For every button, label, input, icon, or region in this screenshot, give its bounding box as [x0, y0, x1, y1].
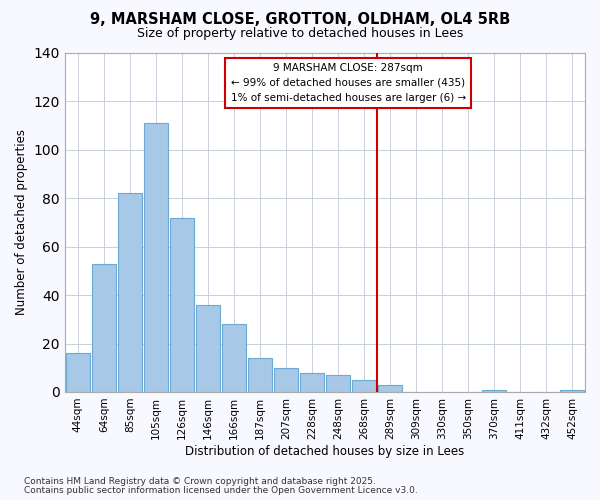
X-axis label: Distribution of detached houses by size in Lees: Distribution of detached houses by size …: [185, 444, 464, 458]
Bar: [248, 358, 272, 392]
Bar: [118, 194, 142, 392]
Text: 9, MARSHAM CLOSE, GROTTON, OLDHAM, OL4 5RB: 9, MARSHAM CLOSE, GROTTON, OLDHAM, OL4 5…: [90, 12, 510, 28]
Bar: [352, 380, 376, 392]
Bar: [326, 375, 350, 392]
Bar: [222, 324, 245, 392]
Bar: [92, 264, 116, 392]
Bar: [274, 368, 298, 392]
Bar: [66, 353, 89, 392]
Text: Contains public sector information licensed under the Open Government Licence v3: Contains public sector information licen…: [24, 486, 418, 495]
Bar: [170, 218, 194, 392]
Bar: [300, 372, 323, 392]
Text: Size of property relative to detached houses in Lees: Size of property relative to detached ho…: [137, 28, 463, 40]
Text: 9 MARSHAM CLOSE: 287sqm
← 99% of detached houses are smaller (435)
1% of semi-de: 9 MARSHAM CLOSE: 287sqm ← 99% of detache…: [230, 63, 466, 103]
Bar: [482, 390, 506, 392]
Text: Contains HM Land Registry data © Crown copyright and database right 2025.: Contains HM Land Registry data © Crown c…: [24, 477, 376, 486]
Bar: [144, 123, 167, 392]
Bar: [560, 390, 584, 392]
Bar: [378, 384, 401, 392]
Y-axis label: Number of detached properties: Number of detached properties: [15, 130, 28, 316]
Bar: [196, 305, 220, 392]
